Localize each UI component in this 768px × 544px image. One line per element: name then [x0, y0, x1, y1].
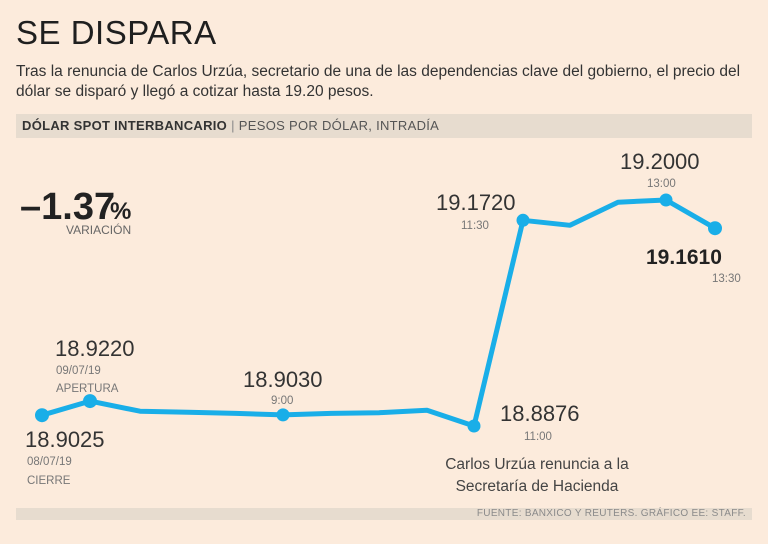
- units-label: PESOS POR DÓLAR, INTRADÍA: [238, 118, 440, 133]
- source-text: FUENTE: BANXICO Y REUTERS. GRÁFICO EE: S…: [476, 508, 746, 519]
- data-point-9: [467, 419, 481, 433]
- point-label-1130-time: 11:30: [461, 220, 489, 232]
- data-point-5: [276, 408, 290, 422]
- chart-header-band: DÓLAR SPOT INTERBANCARIO | PESOS POR DÓLAR…: [16, 114, 752, 138]
- chart-title: SE DISPARA: [16, 14, 217, 51]
- point-label-apertura-date: 09/07/19: [56, 365, 101, 377]
- data-point-13: [659, 193, 673, 207]
- point-label-1300-value: 19.2000: [620, 149, 700, 174]
- point-label-1100-value: 18.8876: [500, 401, 580, 426]
- point-label-cierre-value: 18.9025: [25, 427, 105, 452]
- point-label-1130-value: 19.1720: [436, 190, 516, 215]
- event-note-line-1: Carlos Urzúa renuncia a la: [445, 456, 629, 473]
- data-point-14: [708, 221, 722, 236]
- band-separator: |: [231, 118, 235, 133]
- kpi-value: –1.37: [20, 186, 115, 228]
- series-name: DÓLAR SPOT INTERBANCARIO: [22, 118, 228, 133]
- point-label-apertura-value: 18.9220: [55, 336, 135, 361]
- point-label-900-time: 9:00: [271, 395, 293, 407]
- kpi-label: VARIACIÓN: [66, 222, 131, 237]
- event-note-line-2: Secretaría de Hacienda: [456, 478, 619, 495]
- series-layer: [35, 193, 722, 433]
- point-label-cierre-date: 08/07/19: [27, 456, 72, 468]
- point-label-1300-time: 13:00: [647, 178, 676, 190]
- series-line: [39, 197, 718, 429]
- data-point-10: [516, 213, 530, 227]
- point-label-cierre-note: CIERRE: [27, 475, 71, 487]
- data-point-1: [83, 394, 97, 409]
- point-label-apertura-note: APERTURA: [56, 383, 119, 395]
- point-label-1100-time: 11:00: [524, 431, 552, 443]
- point-label-900-value: 18.9030: [243, 367, 323, 392]
- point-label-1330-time: 13:30: [712, 273, 741, 285]
- data-point-0: [35, 408, 49, 423]
- chart-subtitle: Tras la renuncia de Carlos Urzúa, secret…: [16, 63, 741, 100]
- kpi-unit: %: [110, 198, 131, 225]
- source-footer: FUENTE: BANXICO Y REUTERS. GRÁFICO EE: S…: [16, 508, 752, 520]
- point-label-1330-value: 19.1610: [646, 246, 722, 269]
